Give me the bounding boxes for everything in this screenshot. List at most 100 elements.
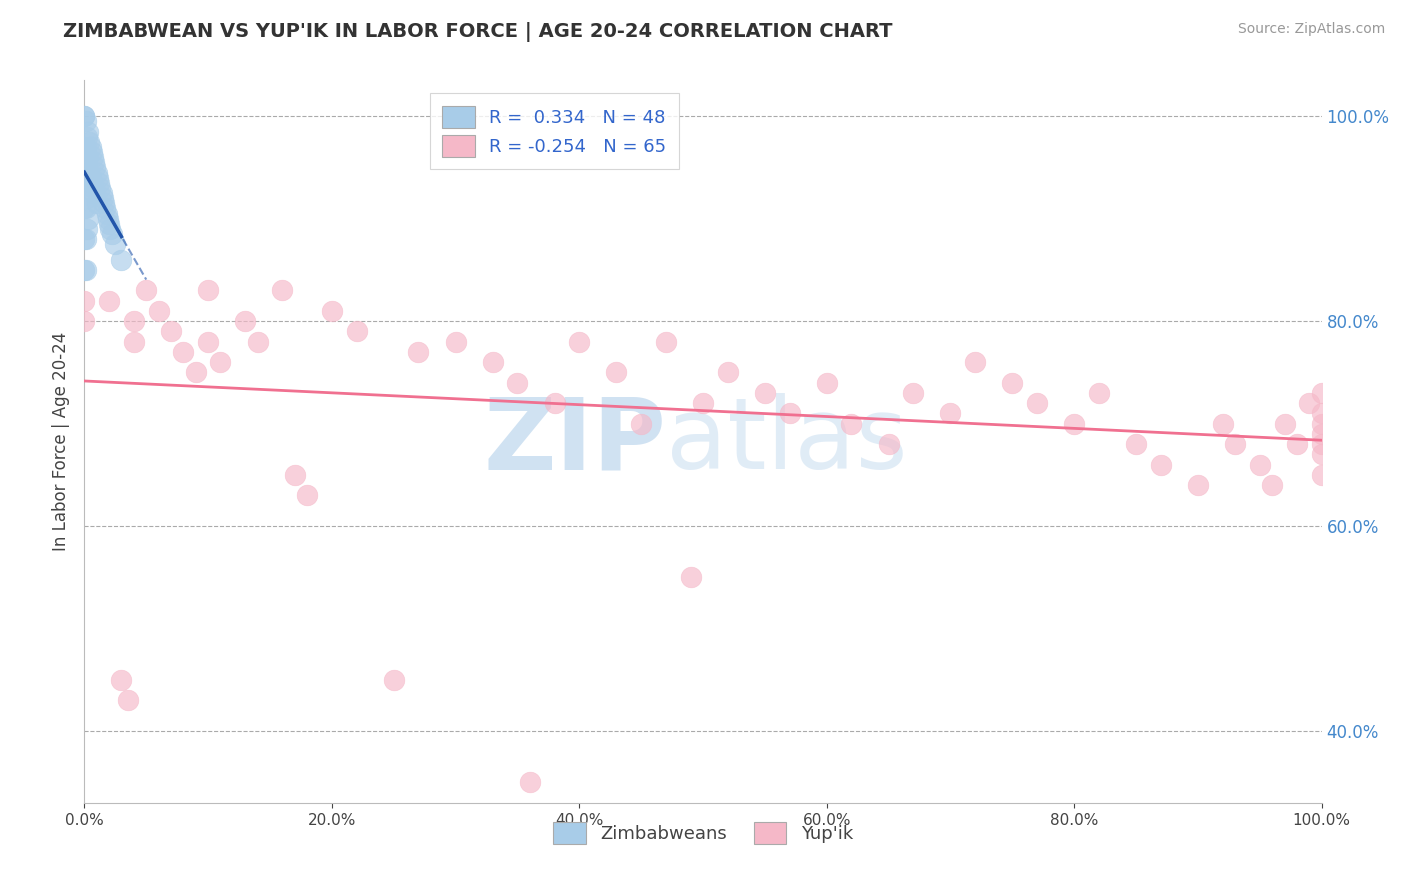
Text: ZIMBABWEAN VS YUP'IK IN LABOR FORCE | AGE 20-24 CORRELATION CHART: ZIMBABWEAN VS YUP'IK IN LABOR FORCE | AG… [63, 22, 893, 42]
Point [444, 334, 467, 349]
Point [1310, 447, 1333, 461]
Point [148, 304, 170, 318]
Point [77, 150, 100, 164]
Point [89, 181, 111, 195]
Point [76, 129, 98, 144]
Point [321, 304, 343, 318]
Point [903, 385, 925, 400]
Point [197, 284, 219, 298]
Point [80, 145, 103, 159]
Point [76, 191, 98, 205]
Text: Source: ZipAtlas.com: Source: ZipAtlas.com [1237, 22, 1385, 37]
Point [75, 114, 97, 128]
Point [346, 324, 368, 338]
Point [1310, 467, 1333, 482]
Point [1310, 426, 1333, 441]
Y-axis label: In Labor Force | Age 20-24: In Labor Force | Age 20-24 [52, 332, 70, 551]
Point [96, 206, 118, 220]
Point [543, 396, 565, 410]
Point [1125, 437, 1147, 451]
Point [87, 170, 110, 185]
Point [75, 140, 97, 154]
Point [172, 344, 194, 359]
Point [84, 161, 107, 175]
Point [692, 396, 714, 410]
Point [605, 365, 627, 379]
Point [655, 334, 678, 349]
Point [481, 355, 503, 369]
Point [73, 170, 96, 185]
Point [73, 140, 96, 154]
Point [73, 314, 96, 328]
Point [506, 376, 529, 390]
Point [76, 222, 98, 236]
Point [89, 176, 111, 190]
Point [73, 293, 96, 308]
Point [91, 191, 114, 205]
Point [965, 355, 987, 369]
Point [98, 293, 121, 308]
Point [110, 673, 132, 687]
Point [1150, 458, 1173, 472]
Point [1298, 396, 1320, 410]
Point [382, 673, 405, 687]
Point [75, 202, 97, 216]
Point [98, 222, 121, 236]
Point [408, 344, 430, 359]
Point [97, 211, 120, 226]
Point [73, 232, 96, 246]
Point [104, 237, 127, 252]
Point [1310, 417, 1333, 431]
Point [184, 365, 207, 379]
Point [77, 211, 100, 226]
Point [815, 376, 838, 390]
Point [1088, 385, 1111, 400]
Point [630, 417, 652, 431]
Point [717, 365, 740, 379]
Point [73, 109, 96, 123]
Point [117, 693, 139, 707]
Point [1310, 385, 1333, 400]
Point [519, 775, 541, 789]
Point [1212, 417, 1234, 431]
Point [110, 252, 132, 267]
Text: atlas: atlas [666, 393, 907, 490]
Point [295, 488, 318, 502]
Point [98, 217, 121, 231]
Point [122, 314, 145, 328]
Point [77, 181, 100, 195]
Point [100, 227, 122, 241]
Point [1310, 437, 1333, 451]
Point [82, 181, 104, 195]
Point [877, 437, 900, 451]
Point [94, 202, 117, 216]
Point [1026, 396, 1049, 410]
Point [86, 196, 108, 211]
Point [77, 124, 100, 138]
Point [209, 355, 232, 369]
Point [122, 334, 145, 349]
Point [82, 150, 104, 164]
Point [284, 467, 307, 482]
Point [93, 196, 115, 211]
Point [75, 170, 97, 185]
Point [75, 232, 97, 246]
Point [197, 334, 219, 349]
Point [233, 314, 256, 328]
Point [80, 176, 103, 190]
Point [1285, 437, 1308, 451]
Point [679, 570, 702, 584]
Text: ZIP: ZIP [484, 393, 666, 490]
Point [73, 202, 96, 216]
Point [83, 186, 105, 200]
Point [1001, 376, 1024, 390]
Point [1063, 417, 1085, 431]
Point [86, 165, 108, 179]
Point [75, 263, 97, 277]
Point [135, 284, 157, 298]
Point [271, 284, 294, 298]
Point [83, 155, 105, 169]
Point [73, 109, 96, 123]
Point [73, 263, 96, 277]
Point [939, 406, 962, 420]
